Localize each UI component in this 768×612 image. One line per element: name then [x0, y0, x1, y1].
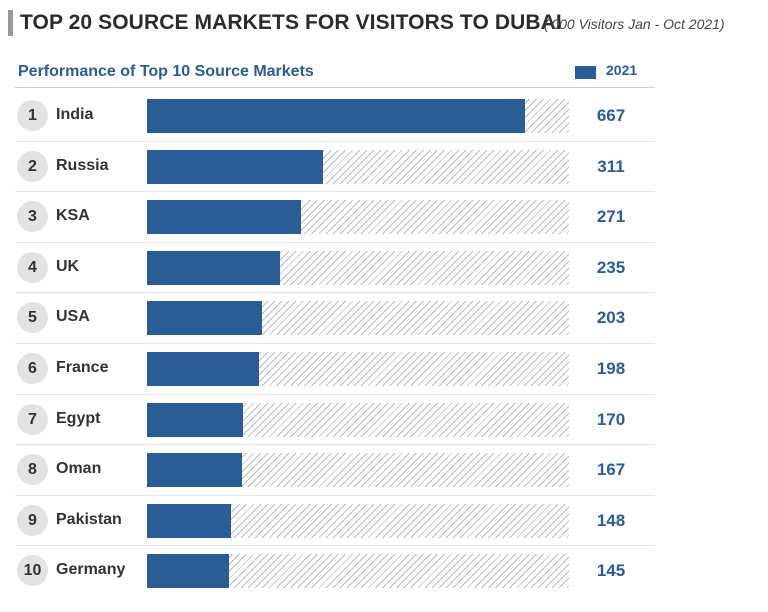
bar	[147, 99, 525, 133]
row-divider	[15, 495, 655, 496]
section-title: Performance of Top 10 Source Markets	[18, 63, 314, 80]
page-subtitle: ('000 Visitors Jan - Oct 2021)	[544, 16, 725, 32]
category-label: USA	[56, 308, 90, 325]
rank-badge: 4	[17, 252, 48, 283]
bar	[147, 352, 259, 386]
category-label: Russia	[56, 157, 109, 174]
category-label: Pakistan	[56, 511, 122, 528]
legend-swatch	[575, 66, 596, 79]
bar	[147, 150, 323, 184]
legend-label: 2021	[606, 62, 638, 78]
rank-badge: 1	[17, 100, 48, 131]
data-label: 148	[596, 511, 626, 530]
data-label: 145	[596, 561, 626, 580]
row-divider	[15, 394, 655, 395]
bar	[147, 200, 301, 234]
category-label: Oman	[56, 460, 102, 477]
row-divider	[15, 343, 655, 344]
data-label: 167	[596, 460, 626, 479]
bar	[147, 504, 231, 538]
rank-badge: 6	[17, 353, 48, 384]
category-label: Egypt	[56, 410, 101, 427]
rank-badge: 10	[17, 555, 48, 586]
row-divider	[15, 292, 655, 293]
category-label: France	[56, 359, 109, 376]
data-label: 198	[596, 359, 626, 378]
bar	[147, 453, 242, 487]
bar	[147, 554, 229, 588]
rank-badge: 3	[17, 201, 48, 232]
row-divider	[15, 545, 655, 546]
rank-badge: 7	[17, 404, 48, 435]
data-label: 311	[597, 157, 625, 176]
bar	[147, 301, 262, 335]
page-title: TOP 20 SOURCE MARKETS FOR VISITORS TO DU…	[20, 11, 562, 34]
row-divider	[15, 141, 655, 142]
data-label: 235	[596, 258, 626, 277]
rank-badge: 8	[17, 454, 48, 485]
category-label: Germany	[56, 561, 126, 578]
data-label: 667	[596, 106, 626, 125]
data-label: 203	[596, 308, 626, 327]
data-label: 271	[596, 207, 626, 226]
header-divider	[15, 87, 655, 88]
rank-badge: 5	[17, 302, 48, 333]
category-label: India	[56, 106, 94, 123]
row-divider	[15, 191, 655, 192]
category-label: KSA	[56, 207, 90, 224]
bar	[147, 403, 243, 437]
row-divider	[15, 444, 655, 445]
rank-badge: 2	[17, 151, 48, 182]
title-accent-bar	[8, 10, 13, 36]
category-label: UK	[56, 258, 80, 275]
bar	[147, 251, 280, 285]
rank-badge: 9	[17, 505, 48, 536]
data-label: 170	[596, 410, 626, 429]
row-divider	[15, 242, 655, 243]
